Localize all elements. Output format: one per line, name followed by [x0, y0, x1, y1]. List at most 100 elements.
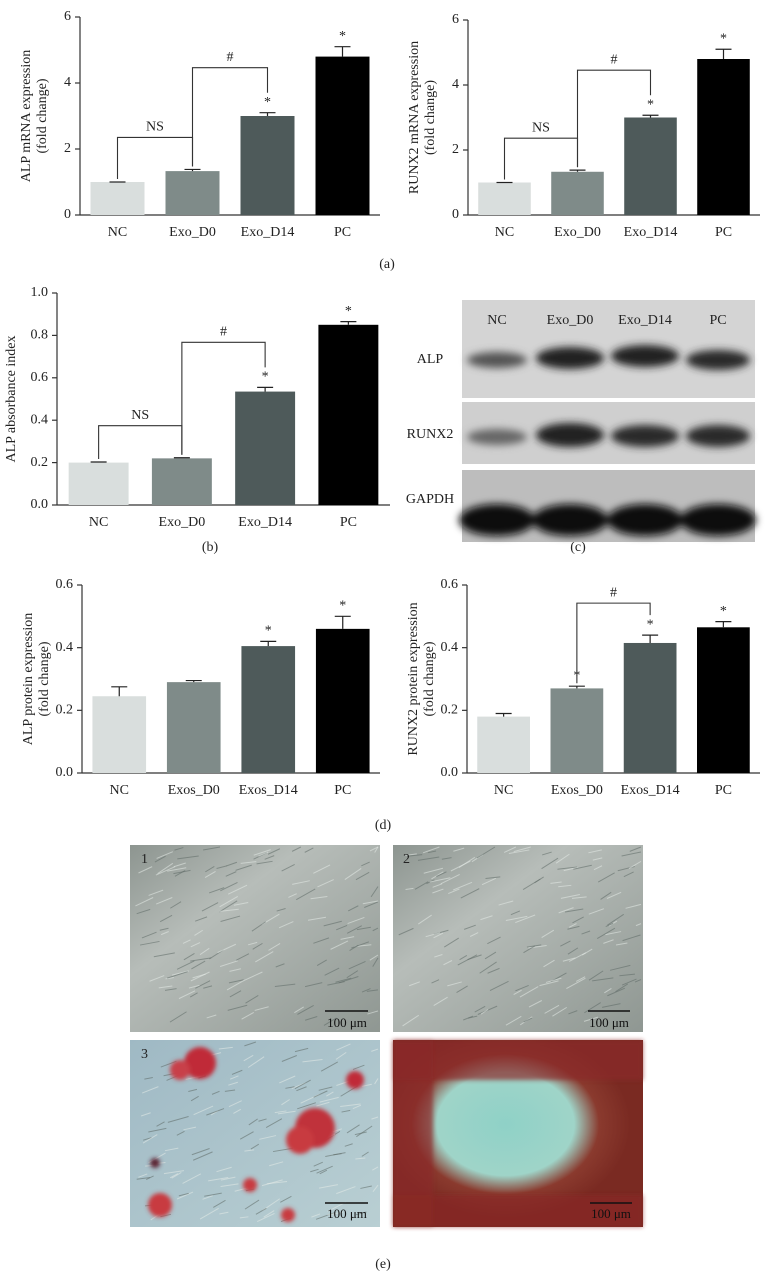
x-tick-label: PC	[340, 515, 357, 530]
cell	[581, 930, 591, 935]
y-tick-label: 1.0	[31, 285, 49, 300]
cell	[156, 1121, 165, 1127]
y-tick-label: 0.4	[441, 640, 459, 655]
panel-label: (d)	[375, 818, 392, 833]
bracket	[98, 425, 183, 459]
significance: *	[720, 604, 727, 619]
cell	[603, 939, 614, 944]
cell	[190, 1095, 199, 1102]
cell	[229, 1075, 239, 1080]
cell	[346, 925, 362, 934]
error-bar	[568, 685, 585, 689]
cell	[243, 971, 263, 982]
cell	[220, 881, 238, 892]
cell	[310, 895, 328, 900]
y-axis-label: ALP protein expression	[21, 613, 36, 745]
cell	[136, 1177, 151, 1180]
cell	[484, 951, 497, 960]
cell	[291, 846, 302, 852]
cell	[149, 975, 165, 982]
cell	[448, 888, 460, 895]
cell	[176, 960, 195, 970]
cell	[157, 862, 174, 875]
bar	[165, 171, 220, 215]
cell	[211, 1090, 220, 1095]
cell	[605, 922, 614, 928]
cell	[228, 1081, 238, 1086]
band	[467, 352, 527, 368]
cell	[460, 888, 480, 899]
error-bar	[715, 48, 732, 59]
cell	[456, 985, 468, 993]
cell	[248, 941, 258, 946]
cell	[296, 888, 316, 901]
cell	[541, 857, 559, 870]
chart: 0.0 0.2 0.4 0.6 ALP protein expression (fold …	[21, 577, 380, 798]
cell	[555, 853, 570, 864]
cell	[252, 942, 263, 950]
cell	[247, 1056, 265, 1068]
stain-blob	[281, 1208, 295, 1222]
cell	[352, 1064, 365, 1070]
cell	[324, 967, 340, 976]
cell	[155, 866, 176, 876]
cell	[233, 902, 249, 906]
cell	[244, 1199, 260, 1210]
cell	[142, 1134, 158, 1144]
lane-label: NC	[487, 313, 506, 328]
x-tick-label: Exo_D0	[554, 225, 601, 240]
bar	[477, 716, 530, 773]
cell	[173, 862, 186, 868]
cell	[268, 943, 281, 951]
cell	[327, 1211, 344, 1216]
band	[536, 423, 604, 447]
cell	[138, 1173, 148, 1178]
y-tick-label: 2	[452, 142, 459, 157]
cell	[615, 942, 628, 946]
cell	[139, 940, 160, 946]
cell	[606, 891, 622, 899]
y-tick-label: 0.6	[56, 577, 74, 592]
y-tick-label: 0.8	[31, 328, 49, 343]
cell	[225, 871, 237, 877]
y-tick-label: 0.2	[56, 703, 74, 718]
cell	[194, 929, 204, 936]
cell	[544, 1004, 560, 1014]
cell	[171, 1172, 182, 1179]
cell	[313, 1161, 323, 1167]
x-tick-label: Exos_D0	[551, 783, 603, 798]
cell	[534, 876, 544, 884]
cell	[347, 905, 359, 912]
cell	[178, 990, 196, 1000]
cell	[171, 970, 189, 976]
cell	[191, 960, 206, 970]
cell	[552, 1006, 567, 1017]
cell	[302, 1059, 323, 1063]
cell	[236, 953, 250, 961]
cell	[229, 990, 242, 998]
cell	[224, 1089, 236, 1092]
error-bar	[259, 112, 276, 116]
cell	[229, 968, 241, 972]
bar	[241, 646, 296, 773]
cell	[304, 982, 323, 988]
cell	[148, 1127, 167, 1133]
cell	[487, 967, 500, 974]
lane-label: PC	[709, 313, 726, 328]
cell-texture	[135, 846, 642, 1223]
cell	[156, 851, 174, 859]
cell	[367, 1010, 379, 1015]
y-axis-label: ALP absorbance index	[4, 336, 19, 463]
cell	[253, 849, 271, 856]
cell	[258, 1118, 267, 1122]
protein-label: RUNX2	[407, 427, 454, 442]
stain-blob	[170, 1060, 190, 1080]
cell	[498, 900, 514, 906]
cell	[429, 877, 451, 883]
cell	[513, 846, 531, 853]
y-tick-label: 0.0	[31, 497, 49, 512]
cell	[327, 981, 345, 986]
cell	[474, 1005, 486, 1013]
x-tick-label: PC	[334, 225, 351, 240]
cell	[318, 1086, 333, 1091]
